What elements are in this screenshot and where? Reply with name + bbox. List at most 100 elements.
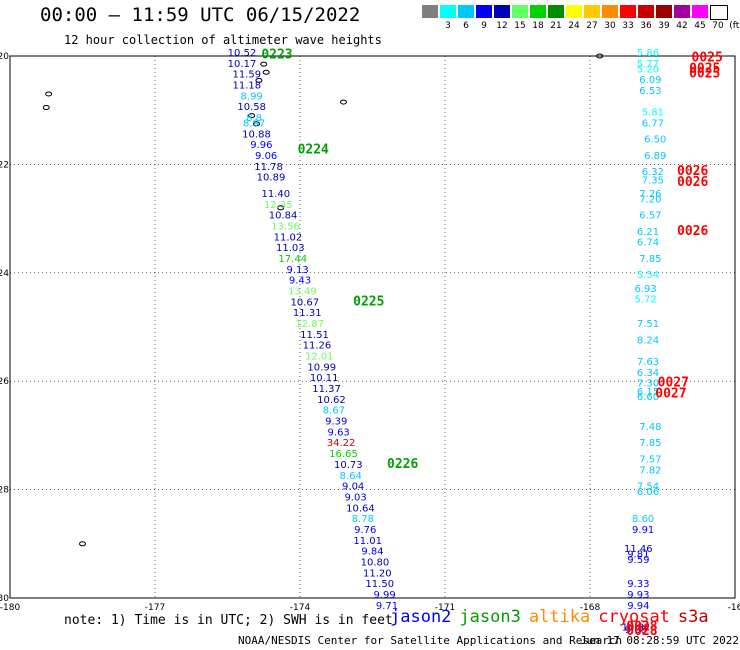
color-scale-unit: (ft) — [729, 21, 740, 31]
wave-height-label: 10.80 — [361, 557, 390, 568]
footnote: note: 1) Time is in UTC; 2) SWH is in fe… — [64, 613, 393, 628]
map-frame — [9, 55, 736, 599]
island-outline — [277, 205, 285, 211]
wave-height-label: 7.63 — [637, 357, 659, 368]
wave-height-label: 8.99 — [241, 91, 263, 102]
color-swatch — [602, 5, 618, 18]
legend-item-altika: altika — [528, 607, 591, 627]
wave-height-label: 9.06 — [255, 151, 277, 162]
wave-height-label: 9.99 — [373, 590, 395, 601]
latitude-tick-label: -22 — [0, 160, 9, 170]
wave-height-label: 11.26 — [303, 341, 332, 352]
legend-item-s3a: s3a — [677, 607, 709, 627]
wave-height-label: 11.59 — [233, 70, 262, 81]
legend-item-jason2: jason2 — [390, 607, 452, 627]
wave-height-label: 6.21 — [637, 227, 659, 238]
wave-height-label: 5.20 — [637, 64, 659, 75]
color-swatch — [512, 5, 528, 18]
longitude-tick-label: -174 — [290, 603, 311, 613]
pass-time-label: 0026 — [677, 175, 708, 190]
color-swatch — [458, 5, 474, 18]
color-scale-label: 3 — [445, 21, 451, 31]
wave-height-label: 6.74 — [637, 238, 659, 249]
wave-height-label: 8.60 — [632, 514, 654, 525]
wave-height-label: 10.73 — [334, 460, 363, 471]
pass-time-label: 0027 — [658, 376, 689, 391]
wave-height-label: 11.46 — [624, 544, 653, 555]
credit-line: NOAA/NESDIS Center for Satellite Applica… — [238, 634, 623, 647]
color-scale-label: 36 — [640, 21, 652, 31]
island-outline — [255, 77, 263, 83]
wave-height-label: 7.57 — [639, 455, 661, 466]
pass-time-label: 0223 — [261, 48, 292, 63]
color-scale-label: 12 — [496, 21, 508, 31]
wave-height-label: 6.77 — [642, 118, 664, 129]
pass-time-label: 0025 — [689, 61, 720, 76]
wave-height-label: 8.64 — [340, 471, 362, 482]
longitude-tick-label: -171 — [435, 603, 455, 613]
wave-height-label: 7.35 — [642, 175, 664, 186]
longitude-tick-label: -180 — [0, 603, 20, 613]
island-outline — [45, 91, 53, 97]
pass-time-label: 0224 — [298, 143, 329, 158]
wave-height-label: 6.89 — [644, 151, 666, 162]
wave-height-label: 13.56 — [271, 221, 300, 232]
wave-height-label: 6.34 — [637, 368, 659, 379]
color-swatch — [440, 5, 456, 18]
wave-height-label: 5.77 — [637, 59, 659, 70]
latitude-tick-label: -30 — [0, 594, 9, 604]
wave-height-label: 12.35 — [264, 200, 293, 211]
wave-height-label: 11.78 — [254, 162, 283, 173]
wave-height-label: 7.51 — [637, 319, 659, 330]
wave-height-label: 7.20 — [639, 194, 661, 205]
pass-time-label: 0025 — [692, 50, 723, 65]
wave-height-label: 8.78 — [352, 514, 374, 525]
color-scale-label: 6 — [463, 21, 469, 31]
island-outline — [42, 104, 50, 110]
island-outline — [253, 121, 260, 127]
wave-height-label: 10.62 — [317, 395, 346, 406]
wave-height-label: 7.85 — [639, 438, 661, 449]
wave-height-label: 13.49 — [288, 286, 317, 297]
color-scale-label: 21 — [550, 21, 562, 31]
color-scale-label: 45 — [694, 21, 706, 31]
wave-height-label: 11.51 — [300, 330, 329, 341]
wave-height-label: 8.8 — [246, 113, 262, 124]
wave-height-label: 11.20 — [363, 568, 392, 579]
wave-height-label: 11.37 — [312, 384, 341, 395]
wave-height-label: 6.53 — [639, 86, 661, 97]
island-outline — [248, 113, 256, 119]
wave-height-label: 9.43 — [289, 276, 311, 287]
wave-height-label: 9.76 — [354, 525, 376, 536]
wave-height-label: 16.65 — [329, 449, 358, 460]
pass-time-label: 0025 — [689, 67, 720, 82]
wave-height-label: 10.99 — [307, 362, 336, 373]
color-scale-label: 30 — [604, 21, 616, 31]
page-subtitle: 12 hour collection of altimeter wave hei… — [64, 33, 382, 47]
color-scale-label: 15 — [514, 21, 526, 31]
wave-height-label: 9.91 — [632, 525, 654, 536]
wave-height-label: 7.54 — [637, 482, 659, 493]
wave-height-label: 6.57 — [639, 211, 661, 222]
legend-item-cryosat: cryosat — [598, 607, 670, 627]
color-scale-label: 33 — [622, 21, 634, 31]
color-swatch — [674, 5, 690, 18]
wave-height-label: 5.54 — [637, 270, 659, 281]
wave-height-label: 10.82 — [622, 623, 651, 634]
wave-height-label: 9.63 — [328, 427, 350, 438]
wave-height-label: 5.72 — [634, 295, 656, 306]
wave-height-label: 9.84 — [361, 547, 383, 558]
wave-height-label: 7.26 — [639, 189, 661, 200]
wave-height-label: 9.04 — [342, 482, 364, 493]
wave-height-label: 11.40 — [262, 189, 291, 200]
wave-height-label: 34.22 — [327, 438, 356, 449]
pass-time-label: 0028 — [626, 620, 657, 635]
color-scale-label: 27 — [586, 21, 598, 31]
wave-height-label: 6.09 — [639, 75, 661, 86]
wave-height-label: 10.11 — [310, 373, 339, 384]
wave-height-label: 7.30 — [637, 379, 659, 390]
wave-height-label: 9.13 — [286, 265, 308, 276]
color-swatch — [476, 5, 492, 18]
wave-height-label: 9.88 — [625, 625, 647, 636]
